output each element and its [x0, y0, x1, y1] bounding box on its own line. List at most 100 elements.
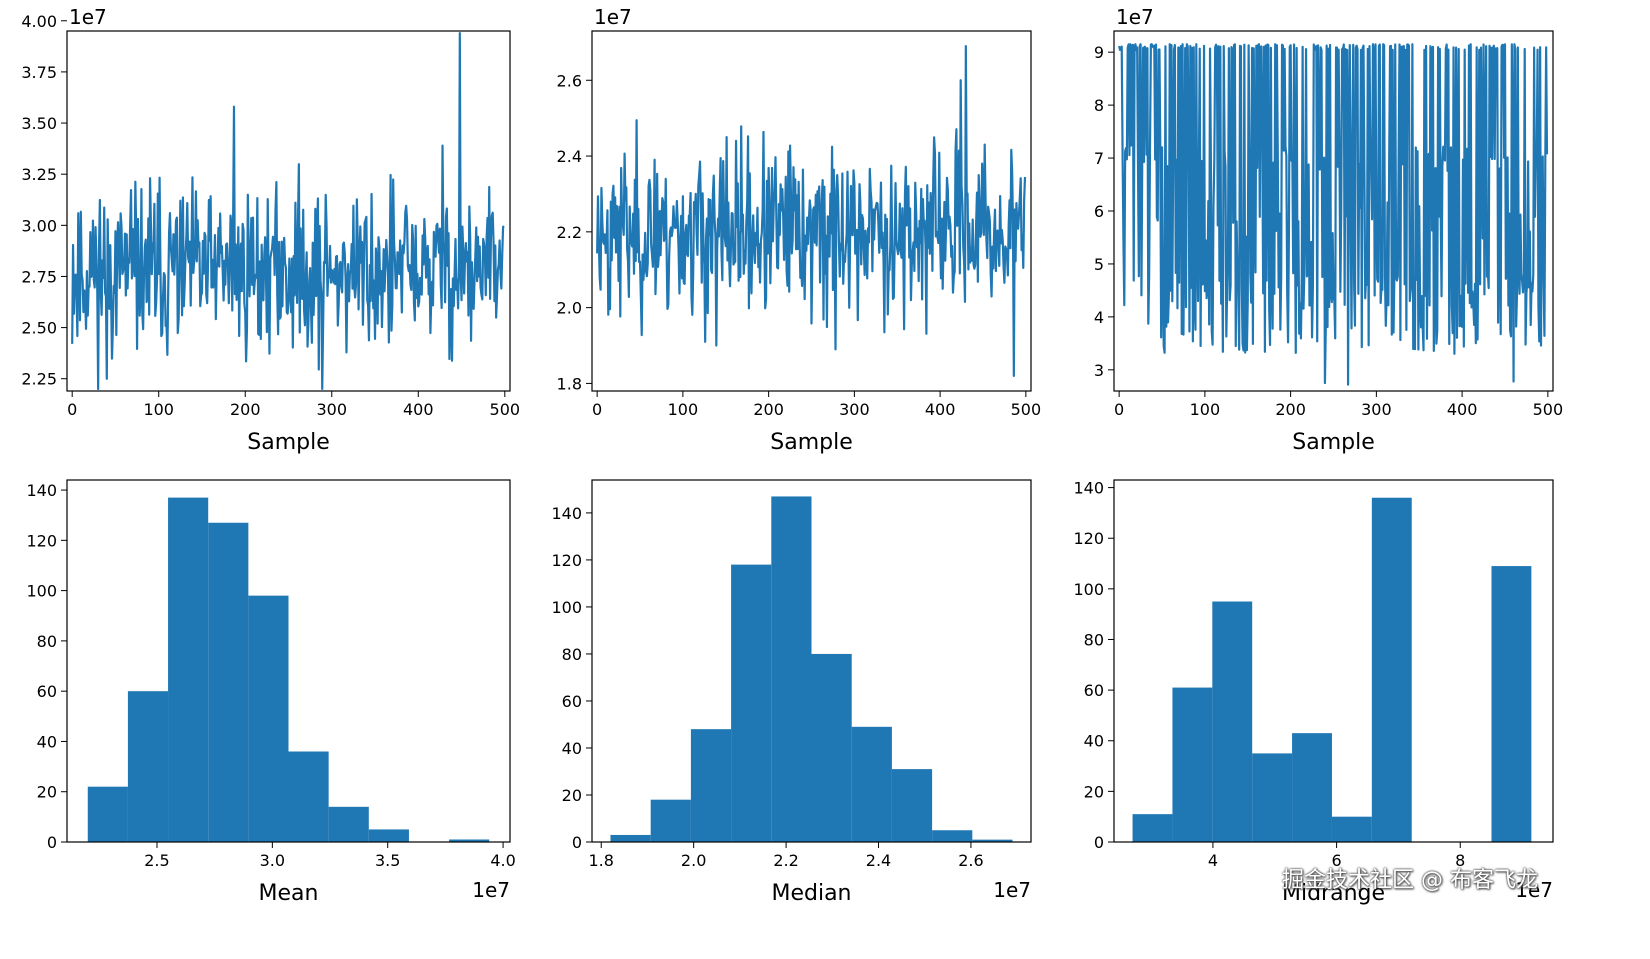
mean-trace-ytick-label: 4.00 [21, 12, 57, 31]
median-hist-bar-5 [811, 653, 852, 842]
mean-hist-bar-2 [168, 497, 209, 842]
midrange-hist-bar-6 [1371, 497, 1412, 842]
mean-hist-ytick-label: 60 [37, 682, 57, 701]
midrange-hist-bar-2 [1212, 601, 1253, 842]
median-hist-axes-frame [591, 479, 1032, 843]
median-hist-bar-6 [851, 726, 892, 842]
mean-hist-xtick-label: 2.5 [144, 851, 169, 870]
median-hist-bar-2 [690, 729, 732, 842]
midrange-hist-ytick-label: 120 [1073, 529, 1104, 548]
midrange-hist-ytick-label: 100 [1073, 580, 1104, 599]
mean-trace-offset-text: 1e7 [69, 5, 107, 29]
midrange-hist-ytick-label: 40 [1084, 732, 1104, 751]
mean-trace-ytick-label: 3.25 [21, 165, 57, 184]
median-hist-ytick-label: 40 [562, 739, 582, 758]
mean-trace-xtick-label: 200 [230, 400, 261, 419]
midrange-hist-ytick-label: 0 [1094, 833, 1104, 852]
mean-trace-xtick-label: 300 [316, 400, 347, 419]
median-hist-ytick-label: 120 [551, 551, 582, 570]
median-trace-axes-frame [591, 30, 1032, 392]
mean-hist-axes-frame [66, 479, 511, 843]
mean-trace-xlabel: Sample [247, 430, 330, 455]
midrange-trace-xtick-label: 500 [1533, 400, 1564, 419]
midrange-trace-offset-text: 1e7 [1116, 5, 1154, 29]
midrange-hist-xlabel: Midrange [1282, 881, 1385, 906]
median-trace-xtick-label: 500 [1011, 400, 1042, 419]
midrange-trace-ytick-label: 3 [1094, 361, 1104, 380]
median-hist-offset-text: 1e7 [993, 878, 1031, 902]
midrange-trace-xlabel: Sample [1292, 430, 1375, 455]
median-hist-xtick-label: 2.0 [681, 851, 706, 870]
midrange-hist-bar-0 [1132, 814, 1173, 842]
mean-hist-xtick-label: 3.5 [375, 851, 400, 870]
midrange-hist-xtick-label: 8 [1455, 851, 1465, 870]
mean-trace-ytick-label: 3.75 [21, 63, 57, 82]
median-trace-xtick-label: 400 [925, 400, 956, 419]
mean-trace-ytick-label: 3.50 [21, 114, 57, 133]
mean-hist-ytick-label: 0 [47, 833, 57, 852]
mean-trace-xtick-label: 500 [490, 400, 521, 419]
median-hist-bar-9 [972, 839, 1013, 842]
mean-hist-xlabel: Mean [259, 881, 319, 906]
midrange-trace-xtick-label: 0 [1114, 400, 1124, 419]
median-hist-ytick-label: 140 [551, 504, 582, 523]
mean-trace-series-line [71, 31, 505, 391]
midrange-trace-ytick-label: 8 [1094, 96, 1104, 115]
median-hist-bar-1 [650, 799, 691, 842]
median-hist-ytick-label: 20 [562, 786, 582, 805]
midrange-trace-ytick-label: 9 [1094, 43, 1104, 62]
midrange-hist-xtick-label: 6 [1331, 851, 1341, 870]
median-hist-xtick-label: 1.8 [589, 851, 614, 870]
median-trace-offset-text: 1e7 [594, 5, 632, 29]
median-hist-xtick-label: 2.2 [773, 851, 798, 870]
median-trace-ytick-label: 1.8 [557, 374, 582, 393]
median-hist-xlabel: Median [771, 881, 851, 906]
midrange-trace-panel: 0 100 200 300 400 500 3 4 5 6 7 8 9 Sample 1e7 [1094, 5, 1563, 455]
mean-hist-ytick-label: 120 [26, 531, 57, 550]
midrange-hist-ytick-label: 140 [1073, 479, 1104, 498]
mean-trace-xtick-label: 100 [143, 400, 174, 419]
midrange-hist-ytick-label: 20 [1084, 782, 1104, 801]
median-histogram-panel: 1.8 2.0 2.2 2.4 2.6 0 20 40 60 80 100 120 140 Median 1… [551, 479, 1032, 906]
median-hist-bar-4 [771, 496, 812, 842]
watermark-text: 掘金技术社区 @ 布客飞龙 [1282, 868, 1538, 893]
mean-trace-ytick-label: 2.25 [21, 370, 57, 389]
median-hist-xtick-label: 2.6 [958, 851, 983, 870]
median-hist-ytick-label: 60 [562, 692, 582, 711]
median-trace-ytick-label: 2.0 [557, 299, 582, 318]
mean-trace-xtick-label: 400 [403, 400, 434, 419]
midrange-trace-ytick-label: 5 [1094, 255, 1104, 274]
midrange-trace-series-line [1118, 43, 1549, 386]
mean-hist-bar-3 [208, 522, 249, 842]
median-hist-bar-0 [610, 834, 651, 842]
mean-trace-axes-frame [66, 30, 511, 392]
midrange-trace-ytick-label: 4 [1094, 308, 1104, 327]
mean-hist-xtick-label: 4.0 [490, 851, 515, 870]
median-trace-ytick-label: 2.4 [557, 147, 582, 166]
median-trace-series-line [596, 45, 1027, 377]
median-trace-ytick-label: 2.6 [557, 71, 582, 90]
median-trace-xtick-label: 300 [839, 400, 870, 419]
median-hist-ytick-label: 80 [562, 645, 582, 664]
midrange-hist-bar-3 [1252, 753, 1293, 842]
mean-hist-ytick-label: 80 [37, 632, 57, 651]
midrange-hist-bar-9 [1491, 566, 1532, 842]
mean-hist-bar-0 [87, 786, 128, 842]
midrange-trace-xtick-label: 100 [1190, 400, 1221, 419]
median-trace-ytick-label: 2.2 [557, 223, 582, 242]
midrange-hist-xtick-label: 4 [1208, 851, 1218, 870]
mean-hist-bar-4 [248, 595, 289, 842]
median-trace-xtick-label: 0 [592, 400, 602, 419]
midrange-hist-bar-4 [1292, 733, 1332, 842]
midrange-hist-offset-text: 1e7 [1515, 878, 1553, 902]
median-trace-xtick-label: 200 [753, 400, 784, 419]
midrange-hist-ytick-label: 60 [1084, 681, 1104, 700]
mean-hist-xtick-label: 3.0 [260, 851, 285, 870]
midrange-trace-xtick-label: 400 [1447, 400, 1478, 419]
median-trace-panel: 0 100 200 300 400 500 1.8 2.0 2.2 2.4 2.6 Sample 1e7 [557, 5, 1042, 455]
median-hist-xtick-label: 2.4 [866, 851, 891, 870]
mean-trace-panel: 0 100 200 300 400 500 2.25 2.50 2.75 3.00 3.25 3.50… [21, 5, 520, 455]
mean-trace-xtick-label: 0 [67, 400, 77, 419]
mean-trace-ytick-label: 2.75 [21, 267, 57, 286]
